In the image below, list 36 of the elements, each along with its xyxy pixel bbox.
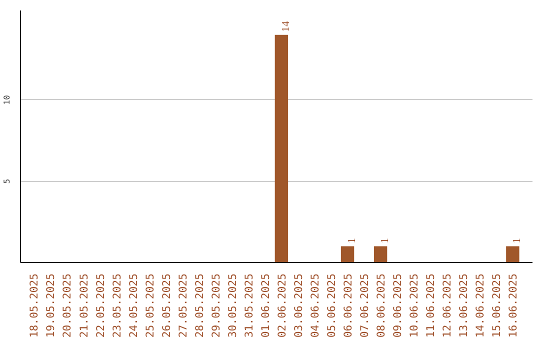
x-tick-label: 14.06.2025: [474, 274, 487, 338]
y-tick-label: 5: [2, 178, 12, 184]
x-tick-label: 08.06.2025: [374, 274, 388, 338]
x-tick-label: 24.05.2025: [126, 274, 140, 338]
x-tick-label: 30.05.2025: [226, 274, 239, 338]
data-label: 1: [347, 238, 358, 244]
y-tick-label: 10: [2, 94, 12, 105]
data-label: 1: [512, 238, 524, 244]
x-tick-label: 21.05.2025: [77, 274, 90, 338]
x-tick-label: 19.05.2025: [44, 274, 58, 338]
x-tick-label: 25.05.2025: [143, 274, 156, 338]
x-tick-label: 27.05.2025: [176, 274, 190, 338]
x-tick-label: 06.06.2025: [342, 274, 355, 338]
x-tick-label: 20.05.2025: [60, 274, 74, 338]
x-tick-label: 16.06.2025: [506, 274, 520, 338]
x-tick-label: 05.06.2025: [325, 274, 338, 338]
x-tick-label: 29.05.2025: [209, 274, 222, 338]
x-tick-label: 07.06.2025: [358, 274, 372, 338]
x-tick-label: 11.06.2025: [424, 274, 438, 338]
x-tick-label: 15.06.2025: [490, 274, 504, 338]
x-tick-label: 03.06.2025: [292, 274, 305, 338]
x-tick-label: 22.05.2025: [94, 274, 107, 338]
x-tick-label: 31.05.2025: [242, 274, 256, 338]
x-tick-label: 13.06.2025: [457, 274, 470, 338]
data-label: 1: [380, 238, 392, 244]
x-tick-label: 02.06.2025: [275, 274, 288, 338]
x-tick-label: 23.05.2025: [110, 274, 124, 338]
x-tick-label: 09.06.2025: [391, 274, 404, 338]
x-tick-label: 28.05.2025: [192, 274, 206, 338]
x-tick-label: 01.06.2025: [258, 274, 272, 338]
x-tick-label: 26.05.2025: [160, 274, 173, 338]
x-tick-label: 10.06.2025: [408, 274, 421, 338]
x-tick-label: 18.05.2025: [28, 274, 41, 338]
data-label: 14: [280, 20, 292, 32]
x-tick-label: 04.06.2025: [308, 274, 322, 338]
x-tick-label: 12.06.2025: [440, 274, 454, 338]
